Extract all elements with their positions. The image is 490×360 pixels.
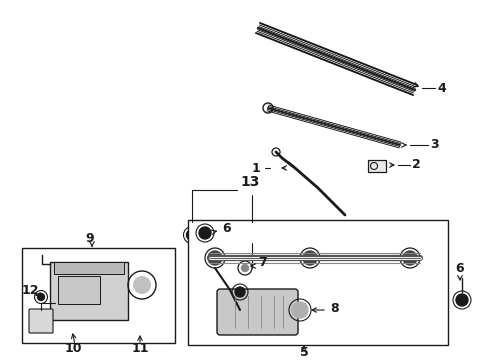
Text: 9: 9	[85, 231, 94, 244]
Bar	[54, 262, 124, 274]
Text: 3: 3	[430, 139, 439, 152]
FancyBboxPatch shape	[29, 309, 53, 333]
Text: 6: 6	[455, 261, 464, 274]
Text: 5: 5	[300, 346, 309, 359]
Circle shape	[303, 251, 317, 265]
Bar	[58, 276, 100, 304]
Text: 4: 4	[437, 81, 446, 94]
Text: 12: 12	[22, 284, 40, 297]
Circle shape	[187, 230, 197, 240]
Circle shape	[199, 227, 211, 239]
Bar	[50, 262, 128, 320]
Circle shape	[292, 302, 308, 318]
Circle shape	[403, 251, 417, 265]
Text: 1: 1	[252, 162, 261, 175]
Circle shape	[208, 251, 222, 265]
Text: 2: 2	[412, 158, 421, 171]
Circle shape	[246, 270, 258, 280]
Circle shape	[456, 294, 468, 306]
Text: 6: 6	[222, 221, 231, 234]
Circle shape	[38, 293, 45, 301]
Text: 13: 13	[240, 175, 259, 189]
Bar	[368, 160, 386, 172]
FancyBboxPatch shape	[217, 289, 298, 335]
Text: 8: 8	[330, 302, 339, 315]
Text: 10: 10	[65, 342, 82, 355]
Bar	[22, 248, 175, 343]
Circle shape	[246, 230, 258, 240]
Circle shape	[235, 287, 245, 297]
Circle shape	[242, 265, 248, 271]
Circle shape	[133, 276, 151, 294]
Text: 11: 11	[132, 342, 149, 355]
Text: 7: 7	[258, 256, 267, 269]
Bar	[188, 220, 448, 345]
